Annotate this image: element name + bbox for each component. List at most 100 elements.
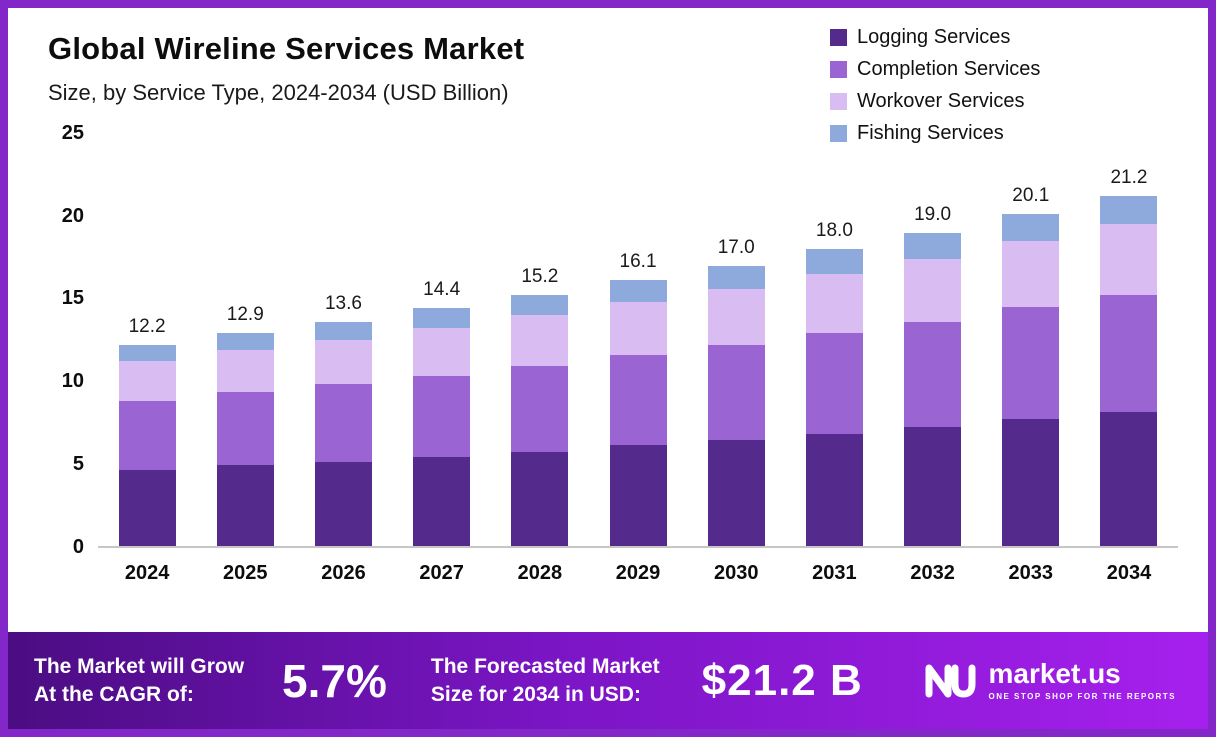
bar-segment <box>511 451 569 546</box>
page-title: Global Wireline Services Market <box>48 31 525 66</box>
legend-swatch-icon <box>830 93 847 110</box>
bar-segment <box>707 265 765 289</box>
stacked-bar-2033 <box>1002 134 1060 546</box>
bar-total-label: 12.9 <box>226 304 264 326</box>
brand-name: market.us <box>988 658 1121 689</box>
bar-slot-2030: 17.0 <box>687 134 785 546</box>
bar-segment <box>413 456 471 546</box>
chart-card: Global Wireline Services Market Size, by… <box>8 8 1208 632</box>
legend-label: Workover Services <box>857 90 1025 112</box>
legend-swatch-icon <box>830 125 847 142</box>
bar-segment <box>609 445 667 546</box>
stacked-bar-chart: 0 5 10 15 20 25 12.2 12.9 13.6 14.4 15.2 16.1 17.0 1… <box>48 122 1178 558</box>
bar-segment <box>314 461 372 546</box>
bar-segment <box>904 427 962 546</box>
x-axis-label-2024: 2024 <box>124 561 170 584</box>
bar-segment <box>314 339 372 385</box>
legend-label: Logging Services <box>857 26 1011 48</box>
stacked-bar-2024 <box>118 134 176 546</box>
bar-total-label: 14.4 <box>423 279 461 301</box>
bar-slot-2027: 14.4 <box>393 134 491 546</box>
brand-logo-icon <box>924 657 976 704</box>
stacked-bar-2030 <box>707 134 765 546</box>
stacked-bar-2025 <box>216 134 274 546</box>
x-axis-labels: 2024 2025 2026 2027 2028 2029 2030 2031 2032 2033… <box>48 562 1178 585</box>
x-axis-label-2025: 2025 <box>223 561 268 584</box>
legend-item: Logging Services <box>830 26 1040 49</box>
cagr-value: 5.7% <box>282 654 387 707</box>
x-axis-label-2029: 2029 <box>615 561 661 584</box>
bar-segment <box>1002 306 1060 419</box>
y-tick-label: 20 <box>61 204 84 227</box>
y-tick-label: 0 <box>72 535 84 558</box>
stacked-bar-2029 <box>609 134 667 546</box>
bar-segment <box>1100 224 1158 296</box>
stacked-bar-2032 <box>904 134 962 546</box>
bar-segment <box>904 258 962 322</box>
bar-total-label: 19.0 <box>914 203 952 225</box>
bar-segment <box>118 344 176 362</box>
forecast-label-line1: The Forecasted Market <box>430 655 660 679</box>
brand-tagline: ONE STOP SHOP FOR THE REPORTS <box>988 692 1176 701</box>
bar-segment <box>216 392 274 465</box>
legend-swatch-icon <box>830 29 847 46</box>
bar-segment <box>609 280 667 302</box>
bar-segment <box>1100 196 1158 225</box>
bar-total-label: 16.1 <box>619 251 657 273</box>
bar-segment <box>707 288 765 345</box>
chart-header: Global Wireline Services Market Size, by… <box>8 8 1208 107</box>
bar-slot-2032: 19.0 <box>884 134 982 546</box>
legend-label: Completion Services <box>857 58 1041 80</box>
bar-segment <box>314 321 372 340</box>
bar-total-label: 15.2 <box>521 266 559 288</box>
y-tick-label: 25 <box>61 121 84 144</box>
footer-banner: The Market will Grow At the CAGR of: 5.7… <box>8 632 1208 729</box>
y-axis-labels: 0 5 10 15 20 25 <box>48 122 90 558</box>
bar-segment <box>216 349 274 393</box>
legend-item: Fishing Services <box>830 122 1040 145</box>
bar-slot-2034: 21.2 <box>1080 134 1178 546</box>
bar-segment <box>118 361 176 401</box>
bar-slot-2029: 16.1 <box>589 134 687 546</box>
bar-total-label: 13.6 <box>324 292 362 314</box>
bar-segment <box>216 464 274 546</box>
stacked-bar-2031 <box>805 134 863 546</box>
bar-segment <box>511 366 569 452</box>
x-axis-label-2026: 2026 <box>321 561 366 584</box>
bar-segment <box>511 315 569 367</box>
forecast-label: The Forecasted Market Size for 2034 in U… <box>431 653 660 708</box>
bar-segment <box>1002 214 1060 241</box>
bar-slot-2024: 12.2 <box>98 134 196 546</box>
brand-logo: market.us ONE STOP SHOP FOR THE REPORTS <box>924 657 1182 704</box>
bar-segment <box>1100 295 1158 413</box>
bar-segment <box>805 273 863 334</box>
bar-slot-2026: 13.6 <box>294 134 392 546</box>
stacked-bar-2027 <box>413 134 471 546</box>
legend: Logging Services Completion Services Worko… <box>830 26 1040 145</box>
bar-total-label: 20.1 <box>1012 185 1050 207</box>
bar-segment <box>1100 412 1158 546</box>
stacked-bar-2026 <box>314 134 372 546</box>
bar-segment <box>707 440 765 546</box>
bar-segment <box>216 333 274 350</box>
bar-segment <box>707 344 765 441</box>
bar-segment <box>805 249 863 274</box>
bar-segment <box>805 433 863 546</box>
bar-segment <box>805 333 863 434</box>
page-subtitle: Size, by Service Type, 2024-2034 (USD Bi… <box>48 80 509 106</box>
x-axis-label-2027: 2027 <box>419 561 464 584</box>
bar-segment <box>413 328 471 376</box>
x-axis-label-2031: 2031 <box>812 561 857 584</box>
x-axis-label-2033: 2033 <box>1008 561 1054 584</box>
forecast-label-line2: Size for 2034 in USD: <box>430 682 641 706</box>
cagr-label-line2: At the CAGR of: <box>34 682 194 706</box>
bar-segment <box>118 469 176 546</box>
y-tick-label: 10 <box>61 370 84 393</box>
bar-segment <box>1002 418 1060 546</box>
plot-area: 12.2 12.9 13.6 14.4 15.2 16.1 17.0 18.0 19.0 20.1… <box>98 134 1178 548</box>
bar-segment <box>904 321 962 428</box>
x-axis-label-2030: 2030 <box>713 561 759 584</box>
x-axis-label-2032: 2032 <box>910 561 955 584</box>
brand-text: market.us ONE STOP SHOP FOR THE REPORTS <box>988 658 1176 702</box>
